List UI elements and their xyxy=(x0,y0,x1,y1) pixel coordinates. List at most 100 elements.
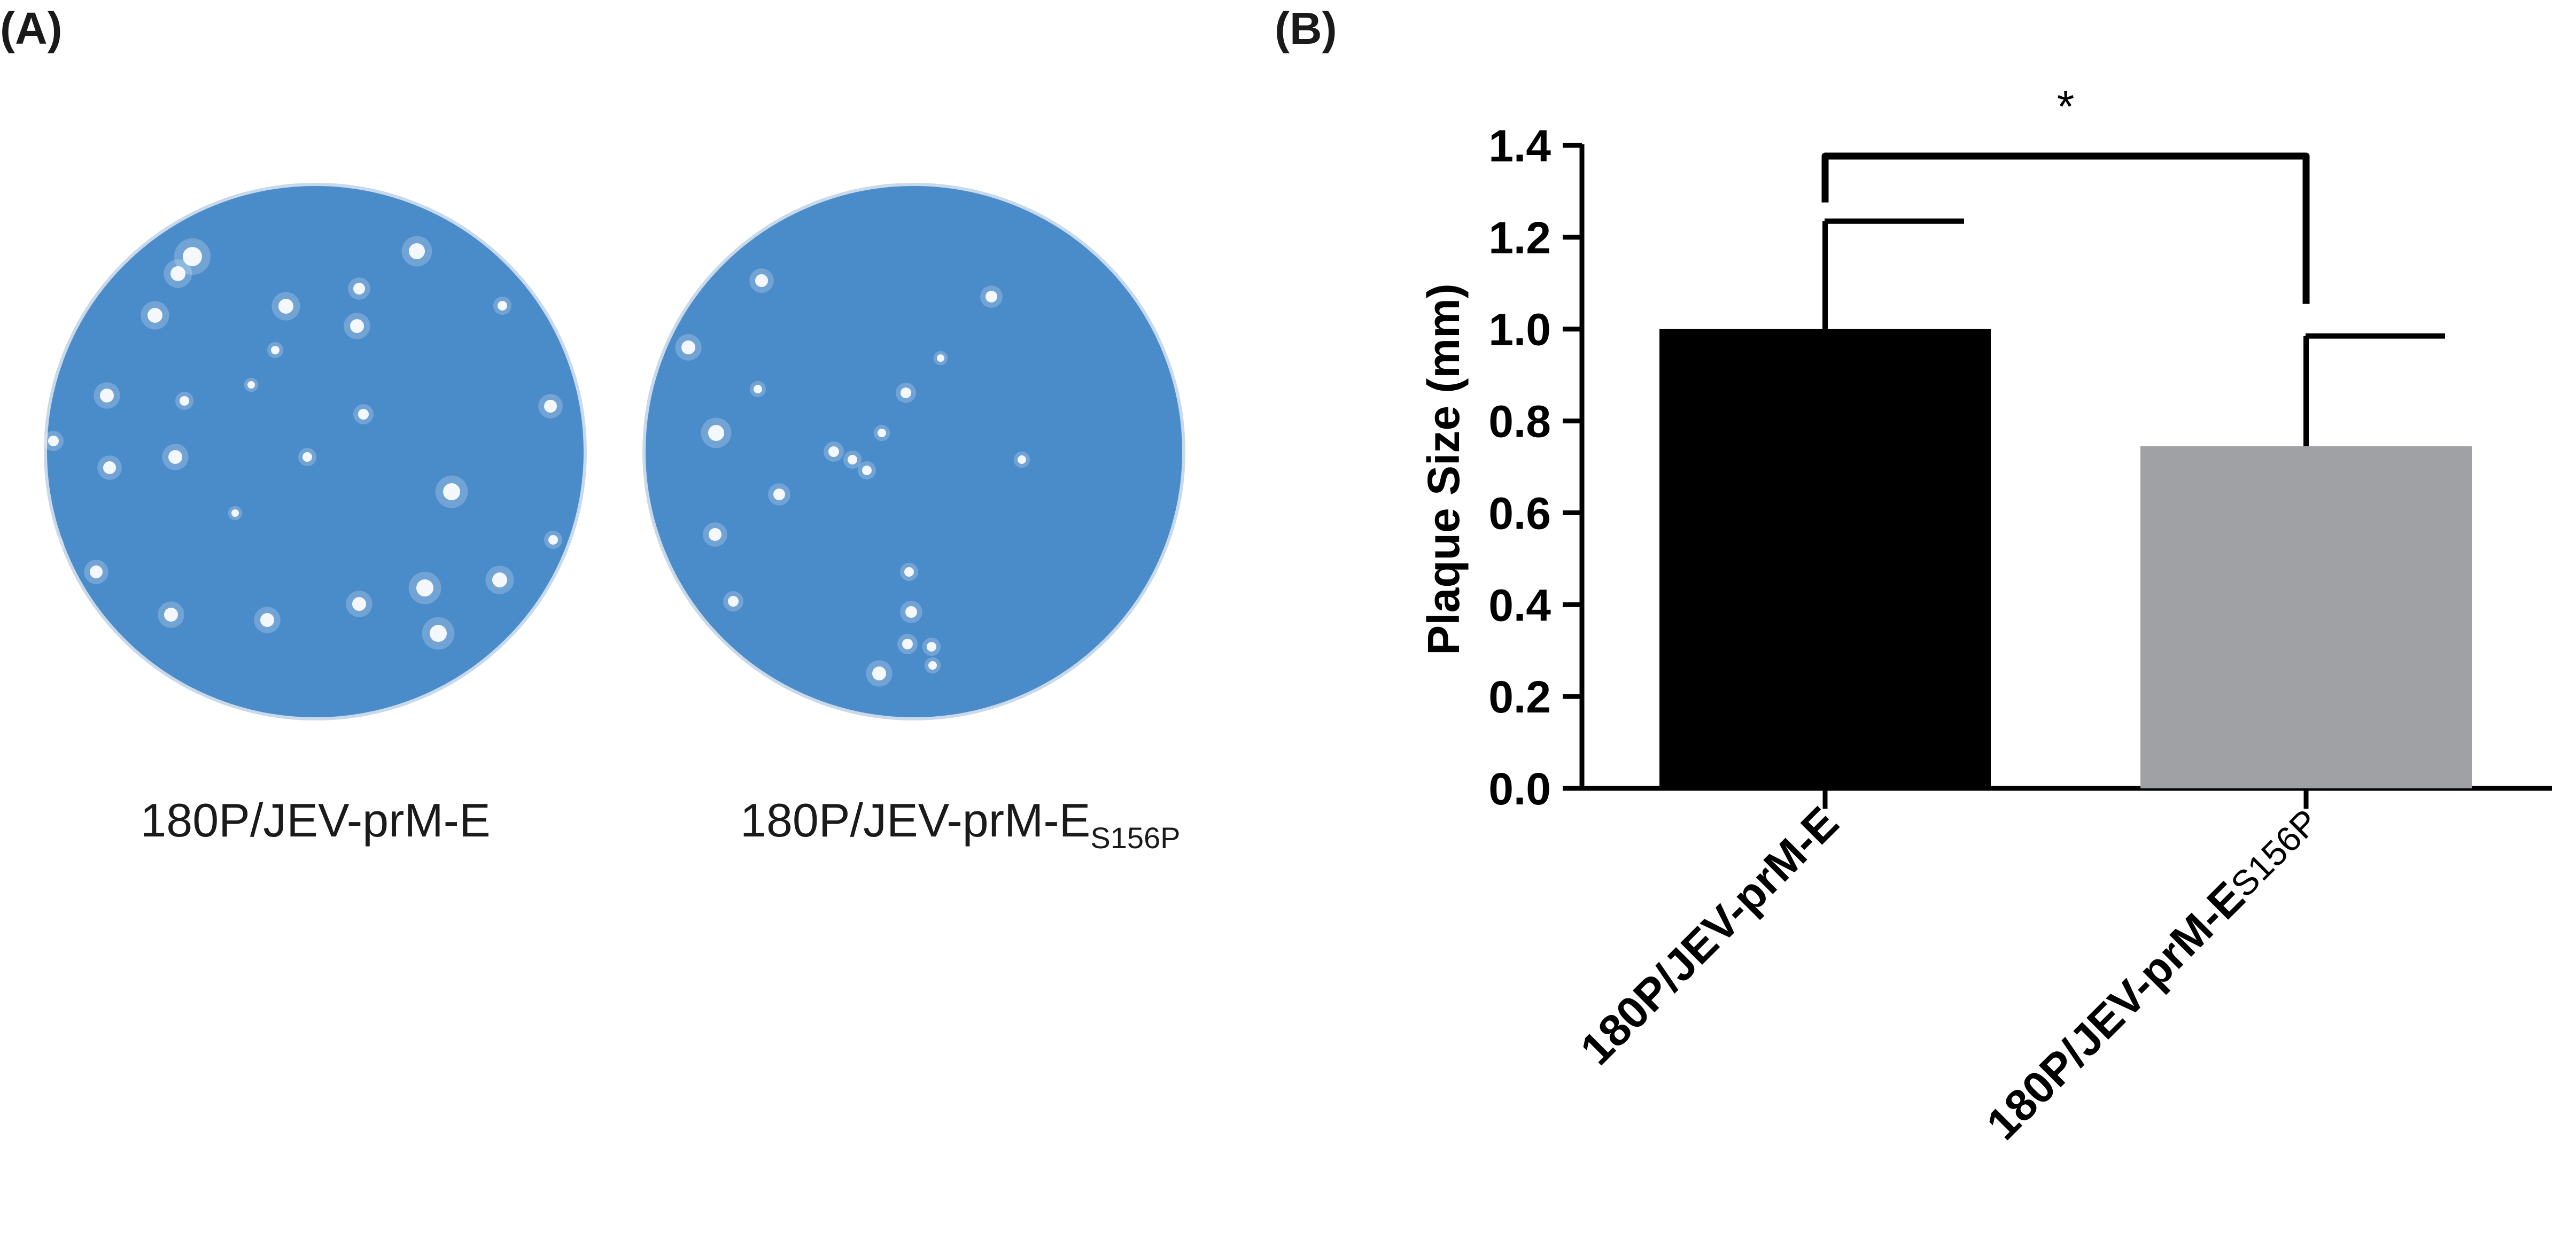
plaque-halo xyxy=(896,383,916,403)
plaque-halo xyxy=(900,601,922,623)
plaque xyxy=(878,429,886,437)
plaque-halo xyxy=(899,562,919,582)
plate-1-caption: 180P/JEV-prM-E xyxy=(140,794,490,847)
plaque xyxy=(498,301,507,311)
plaque-halo xyxy=(493,296,512,315)
plaque xyxy=(1018,455,1026,464)
y-tick-label: 0.6 xyxy=(1488,488,1551,538)
plaque-halo xyxy=(1013,451,1030,468)
y-tick-label: 1.2 xyxy=(1488,213,1551,263)
plate-2 xyxy=(642,183,1185,720)
plaque xyxy=(170,266,185,281)
plaque xyxy=(278,299,293,314)
plaque-halo xyxy=(843,450,862,469)
plaque-halo xyxy=(228,506,243,521)
panel-b: (B) Plaque Size (mm) 0.0 0.2 0.4 0.6 0.8 1.0 1… xyxy=(1275,3,2552,1149)
plaque xyxy=(937,354,944,362)
plaque xyxy=(90,565,103,578)
plaque-halo xyxy=(164,259,192,288)
plaque xyxy=(247,381,255,389)
plaque-halo xyxy=(45,536,65,555)
x-tick-label-sub: S156P xyxy=(2223,802,2326,904)
plaque xyxy=(353,283,365,294)
y-axis-label: Plaque Size (mm) xyxy=(1418,283,1469,655)
y-tick-label: 1.4 xyxy=(1488,121,1551,171)
plate-2-plaques xyxy=(675,268,1030,687)
plaque xyxy=(902,639,913,649)
plaque xyxy=(728,596,739,607)
plate-2-caption-sub: S156P xyxy=(1090,821,1180,855)
plaque xyxy=(271,346,280,354)
plaque-halo xyxy=(703,522,727,547)
plaque-halo xyxy=(97,455,122,480)
plaque xyxy=(416,579,433,596)
plaque-halo xyxy=(749,268,774,293)
plaque xyxy=(754,385,762,393)
plaque-halo xyxy=(353,404,374,424)
plaque-halo xyxy=(408,571,441,604)
plaque-halo xyxy=(175,391,194,410)
plaque-halo xyxy=(675,334,702,361)
plaque-halo xyxy=(723,591,743,611)
plaque xyxy=(862,466,872,475)
plaque-halo xyxy=(346,591,373,617)
panel-a-label: (A) xyxy=(0,3,63,53)
plaque xyxy=(443,483,460,500)
y-tick-label: 0.0 xyxy=(1488,764,1551,814)
plaque-halo xyxy=(435,475,468,508)
plaque xyxy=(905,606,917,618)
plaque xyxy=(409,243,425,259)
plaque xyxy=(928,661,937,670)
plaque-halo xyxy=(254,607,281,633)
plaque xyxy=(164,608,178,622)
plaque-halo xyxy=(485,565,514,594)
plaque-halo xyxy=(141,301,169,330)
plaque-halo xyxy=(94,382,120,409)
plaque-halo xyxy=(768,483,790,506)
plaque-halo xyxy=(162,444,189,470)
plaque-halo xyxy=(544,530,563,549)
plaque xyxy=(352,597,366,611)
plate-2-caption: 180P/JEV-prM-ES156P xyxy=(740,794,1181,855)
plaque xyxy=(548,535,558,545)
plaque-halo xyxy=(344,313,370,339)
plaque xyxy=(231,509,239,517)
plaque-halo xyxy=(267,342,284,359)
plaque-halo xyxy=(43,431,64,451)
plaque xyxy=(103,461,116,474)
plaque-halo xyxy=(924,657,941,674)
plaque-halo xyxy=(271,292,300,321)
plaque xyxy=(183,247,202,266)
significance-bracket xyxy=(1821,152,2310,304)
plate-1-caption-main: 180P/JEV-prM-E xyxy=(140,794,490,847)
panel-b-label: (B) xyxy=(1275,3,1337,53)
plaque-halo xyxy=(298,447,317,467)
plaque xyxy=(358,409,369,420)
plate-2-caption-main: 180P/JEV-prM-E xyxy=(740,794,1090,847)
plate-1 xyxy=(43,183,587,720)
y-tick-label: 0.8 xyxy=(1488,397,1551,447)
y-tick-label: 1.0 xyxy=(1488,305,1551,355)
x-tick-label: 180P/JEV-prM-E xyxy=(1571,797,1848,1074)
x-tick-label-main: 180P/JEV-prM-E xyxy=(1571,797,1848,1074)
plaque xyxy=(709,528,721,541)
plaque-halo xyxy=(158,601,184,628)
plate-1-plaques xyxy=(43,236,563,650)
plaque-halo xyxy=(897,634,918,654)
plaque xyxy=(904,567,914,577)
plaque xyxy=(350,319,364,333)
plaque-halo xyxy=(922,637,941,656)
plaque xyxy=(50,540,60,550)
y-tick-label: 0.2 xyxy=(1488,672,1551,722)
plate-1-dish xyxy=(44,183,587,720)
plaque-halo xyxy=(422,617,455,650)
significance-label: * xyxy=(2057,81,2075,131)
plaque xyxy=(48,436,59,446)
plaque-halo xyxy=(824,441,844,462)
plaque xyxy=(180,396,189,406)
plaque xyxy=(492,572,507,587)
plaque-halo xyxy=(244,377,259,392)
plate-2-dish xyxy=(642,183,1185,720)
plaque xyxy=(708,425,724,441)
plaque xyxy=(901,387,911,398)
